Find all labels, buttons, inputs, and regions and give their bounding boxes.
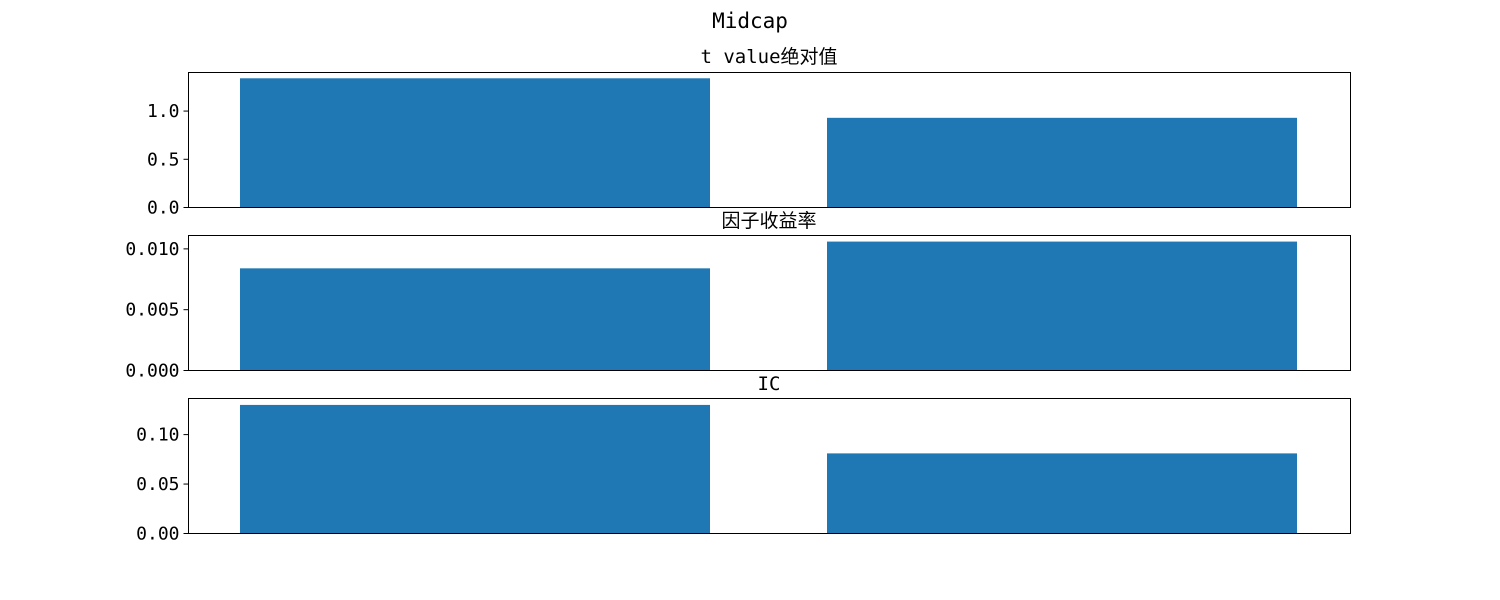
bars-factor-return — [240, 241, 1297, 371]
figure-title: Midcap — [712, 9, 788, 33]
bar-factor-return-1 — [240, 268, 710, 371]
ytick-label-factor-return-0: 0.000 — [125, 361, 179, 382]
ytick-label-t-value-1: 0.5 — [147, 149, 180, 170]
bar-ic-1 — [240, 404, 710, 534]
subplot-ic: IC 0.00 0.05 0.10 — [136, 373, 1351, 545]
axes-frame-t-value — [188, 72, 1351, 208]
bar-t-value-1 — [240, 78, 710, 208]
ytick-label-factor-return-2: 0.010 — [125, 239, 179, 260]
y-axis-t-value: 0.0 0.5 1.0 — [147, 101, 189, 219]
ytick-label-t-value-2: 1.0 — [147, 101, 180, 122]
y-axis-ic: 0.00 0.05 0.10 — [136, 425, 189, 545]
axes-frame-factor-return — [188, 235, 1351, 371]
subplot-factor-return: 因子收益率 0.000 0.005 0.010 — [125, 210, 1351, 382]
bar-factor-return-2 — [827, 241, 1297, 371]
bars-t-value — [240, 78, 1297, 208]
y-axis-factor-return: 0.000 0.005 0.010 — [125, 239, 189, 382]
bar-t-value-2 — [827, 117, 1297, 208]
ytick-label-factor-return-1: 0.005 — [125, 300, 179, 321]
subplot-title-t-value: t value绝对值 — [700, 46, 837, 68]
ytick-label-t-value-0: 0.0 — [147, 198, 180, 219]
subplot-t-value: t value绝对值 0.0 0.5 1.0 — [147, 46, 1351, 219]
axes-frame-ic — [188, 398, 1351, 534]
ytick-label-ic-2: 0.10 — [136, 425, 179, 446]
ytick-label-ic-1: 0.05 — [136, 474, 179, 495]
bar-ic-2 — [827, 453, 1297, 534]
bars-ic — [240, 404, 1297, 534]
subplot-title-factor-return: 因子收益率 — [721, 210, 816, 232]
subplot-title-ic: IC — [758, 373, 781, 395]
ytick-label-ic-0: 0.00 — [136, 524, 179, 545]
